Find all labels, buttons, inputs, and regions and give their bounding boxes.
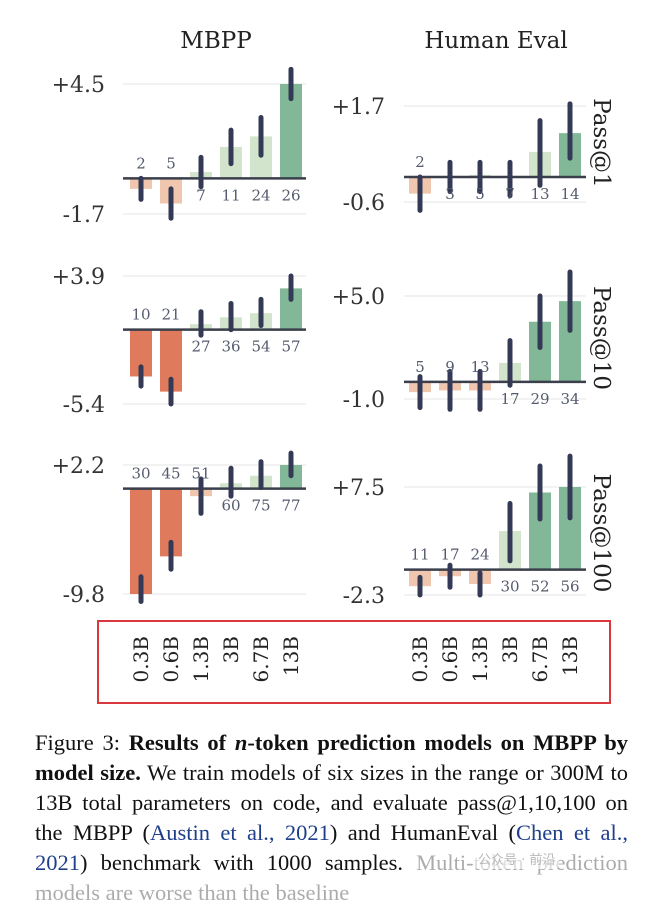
xtick-label-mbpp-6-7b: 6.7B [249,636,273,683]
xtick-label-human-eval-3b: 3B [498,636,522,663]
mbpp-pass-1-ytick-label-0: +4.5 [52,73,105,98]
mbpp-pass-1-bar-label-1-3b: 7 [196,186,206,204]
figure-chart: MBPP Human Eval Pass@1 Pass@10 Pass@100 +4.5 -… [52,28,614,683]
mbpp-pass-1-bar-label-3b: 11 [221,186,240,204]
mbpp-pass-100-bar-label-3b: 60 [221,497,240,515]
mbpp-pass-100-bar-label-0-6b: 45 [161,465,180,483]
xtick-label-human-eval-6-7b: 6.7B [528,636,552,683]
human-eval-pass-100-ytick-label-0: +7.5 [332,476,385,501]
mbpp-pass-10-bar-label-13b: 57 [281,338,300,356]
mbpp-pass-10-ytick-label-0: +3.9 [52,265,105,290]
mbpp-pass-1-ytick-label-1: -1.7 [63,203,105,228]
caption-n-symbol: n [234,730,248,755]
mbpp-pass-10-bar-label-6-7b: 54 [251,338,270,356]
human-eval-pass-100-bar-label-0-6b: 17 [440,546,459,564]
human-eval-pass-1-bar-label-0-6b: 3 [445,185,455,203]
row-title-pass-10: Pass@10 [588,286,614,390]
mbpp-pass-100-bar-0-3b [130,488,152,594]
mbpp-pass-10-bar-0-3b [130,329,152,377]
model-size-highlight-box [97,620,611,704]
human-eval-pass-1-ytick-label-0: +1.7 [332,95,385,120]
xtick-label-human-eval-13b: 13B [558,636,582,676]
xtick-label-human-eval-0-3b: 0.3B [408,636,432,683]
caption-bold-lead: Results of n-token prediction models on … [35,730,628,785]
human-eval-pass-1-ytick-label-1: -0.6 [343,191,385,216]
human-eval-pass-100-ytick-label-1: -2.3 [343,584,385,609]
human-eval-pass-100-bar-label-0-3b: 11 [410,546,429,564]
mbpp-pass-100-ytick-label-0: +2.2 [52,454,105,479]
mbpp-pass-100-bar-label-6-7b: 75 [251,497,270,515]
mbpp-pass-10-bar-label-3b: 36 [221,338,240,356]
citation-austin[interactable]: Austin et al., 2021 [149,820,330,845]
xtick-label-mbpp-1-3b: 1.3B [189,636,213,683]
mbpp-pass-1-bar-label-13b: 26 [281,186,300,204]
mbpp-pass-100-bar-label-0-3b: 30 [131,465,150,483]
human-eval-pass-100-bar-label-6-7b: 52 [530,578,549,596]
xtick-label-mbpp-0-3b: 0.3B [129,636,153,683]
mbpp-pass-100-ytick-label-1: -9.8 [63,583,105,608]
caption-text-3: ) benchmark with 1000 samples. [80,850,404,875]
mbpp-pass-100-bar-label-13b: 77 [281,497,300,515]
mbpp-pass-100-bar-label-1-3b: 51 [191,465,210,483]
figure-caption: Figure 3: Results of n-token prediction … [35,728,628,908]
mbpp-pass-10-bar-13b [280,288,302,330]
human-eval-pass-1-bar-label-3b: 7 [505,185,515,203]
row-title-pass-1: Pass@1 [588,98,614,187]
mbpp-pass-10-bar-0-6b [160,329,182,392]
human-eval-pass-10-bar-label-0-6b: 9 [445,358,455,376]
caption-bold-lead-text: Results of [128,730,227,755]
human-eval-pass-1-bar-label-6-7b: 13 [530,185,549,203]
xtick-label-human-eval-0-6b: 0.6B [438,636,462,683]
human-eval-pass-100-bar-label-13b: 56 [560,578,579,596]
human-eval-pass-10-bar-13b [559,301,581,382]
human-eval-pass-100-bar-6-7b [529,492,551,570]
mbpp-pass-1-bar-label-0-6b: 5 [166,154,176,172]
citation-chen[interactable]: Chen et al., 2021 [35,820,628,875]
human-eval-pass-100-bar-label-1-3b: 24 [470,546,489,564]
human-eval-pass-1-bar-label-0-3b: 2 [415,153,425,171]
mbpp-pass-10-bar-label-1-3b: 27 [191,338,210,356]
column-title-mbpp: MBPP [180,28,251,54]
caption-label: Figure 3: [35,730,120,755]
mbpp-pass-10-ytick-label-1: -5.4 [63,393,105,418]
human-eval-pass-10-bar-label-0-3b: 5 [415,358,425,376]
caption-text-1: We train models of six sizes in the rang… [35,760,628,845]
caption-bold-rest: -token prediction models on MBPP by mode… [35,730,629,785]
xtick-label-human-eval-1-3b: 1.3B [468,636,492,683]
xtick-label-mbpp-3b: 3B [219,636,243,663]
human-eval-pass-10-bar-label-6-7b: 29 [530,390,549,408]
mbpp-pass-1-bar-label-6-7b: 24 [251,186,270,204]
human-eval-pass-10-bar-label-3b: 17 [500,390,519,408]
human-eval-pass-10-ytick-label-0: +5.0 [332,285,385,310]
human-eval-pass-1-bar-label-1-3b: 5 [475,185,485,203]
mbpp-pass-10-bar-label-0-6b: 21 [161,306,180,324]
human-eval-pass-10-bar-label-1-3b: 13 [470,358,489,376]
caption-text-2: ) and HumanEval ( [329,820,516,845]
watermark: 公众号 · 前沿 [474,848,560,869]
xtick-label-mbpp-13b: 13B [279,636,303,676]
human-eval-pass-100-bar-label-3b: 30 [500,578,519,596]
mbpp-pass-1-bar-label-0-3b: 2 [136,154,146,172]
mbpp-pass-10-bar-label-0-3b: 10 [131,306,150,324]
human-eval-pass-1-bar-label-13b: 14 [560,185,579,203]
human-eval-pass-10-bar-6-7b [529,321,551,382]
column-title-human-eval: Human Eval [424,28,567,54]
xtick-label-mbpp-0-6b: 0.6B [159,636,183,683]
human-eval-pass-100-bar-13b [559,487,581,570]
mbpp-pass-1-bar-13b [280,84,302,179]
human-eval-pass-10-ytick-label-1: -1.0 [343,388,385,413]
mbpp-pass-100-bar-0-6b [160,488,182,557]
human-eval-pass-10-bar-label-13b: 34 [560,390,579,408]
row-title-pass-100: Pass@100 [588,474,614,593]
